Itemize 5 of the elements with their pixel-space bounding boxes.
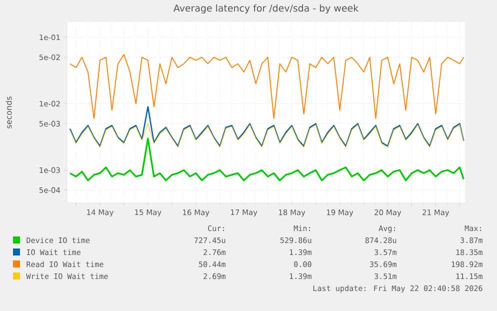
line-series <box>69 138 464 182</box>
line-series <box>70 54 464 119</box>
line-series <box>69 106 464 147</box>
chart-title: Average latency for /dev/sda - by week <box>174 4 359 14</box>
line-series <box>70 123 464 148</box>
